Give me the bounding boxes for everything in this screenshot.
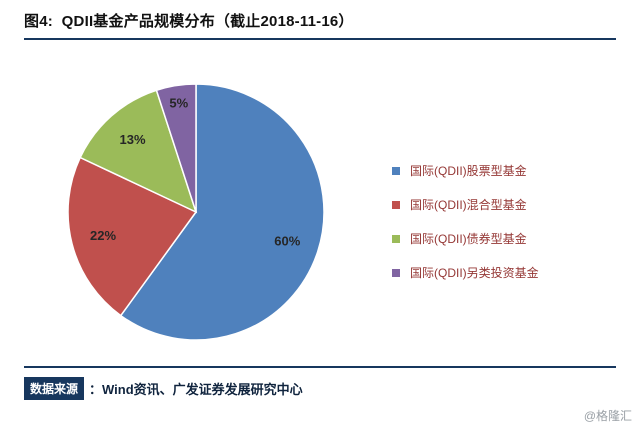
legend-item: 国际(QDII)债券型基金 [392, 230, 539, 247]
chart-legend: 国际(QDII)股票型基金 国际(QDII)混合型基金 国际(QDII)债券型基金国… [392, 162, 539, 298]
pie-slice-label: 22% [90, 228, 116, 243]
data-source: 数据来源 ：Wind资讯、广发证券发展研究中心 [24, 377, 616, 400]
figure-header: 图4: QDII基金产品规模分布（截止2018-11-16） [0, 0, 640, 31]
pie-slice-label: 60% [274, 234, 300, 249]
data-source-text: ：Wind资讯、广发证券发展研究中心 [89, 382, 303, 397]
legend-marker [392, 166, 400, 175]
legend-label: 国际(QDII)另类投资基金 [410, 266, 539, 280]
pie-slice-label: 5% [169, 95, 188, 110]
legend-item: 国际(QDII)股票型基金 [392, 162, 539, 179]
legend-marker [392, 200, 400, 209]
footer-divider [24, 366, 616, 368]
title-divider [24, 38, 616, 40]
pie-slice-label: 13% [119, 132, 145, 147]
figure-footer: 数据来源 ：Wind资讯、广发证券发展研究中心 @格隆汇 [0, 366, 640, 428]
legend-marker [392, 234, 400, 243]
figure-title: 图4: QDII基金产品规模分布（截止2018-11-16） [24, 13, 354, 30]
pie-slice [79, 89, 198, 214]
data-source-label: 数据来源 [24, 377, 85, 400]
legend-label: 国际(QDII)债券型基金 [410, 232, 527, 246]
pie-slice [119, 83, 325, 341]
legend-item: 国际(QDII)混合型基金 [392, 196, 539, 213]
watermark: @格隆汇 [583, 409, 632, 423]
legend-item: 国际(QDII)另类投资基金 [392, 264, 539, 281]
pie-chart: 60% 22% 13% 5% 国际(QDII)股票型基金 国际(QDII)混合型基金 国际… [0, 44, 640, 366]
pie-chart-svg: 60% 22% 13% 5% [67, 83, 325, 341]
legend-label: 国际(QDII)股票型基金 [410, 164, 527, 178]
legend-marker [392, 268, 400, 277]
legend-label: 国际(QDII)混合型基金 [410, 198, 527, 212]
pie-slice [155, 83, 197, 213]
